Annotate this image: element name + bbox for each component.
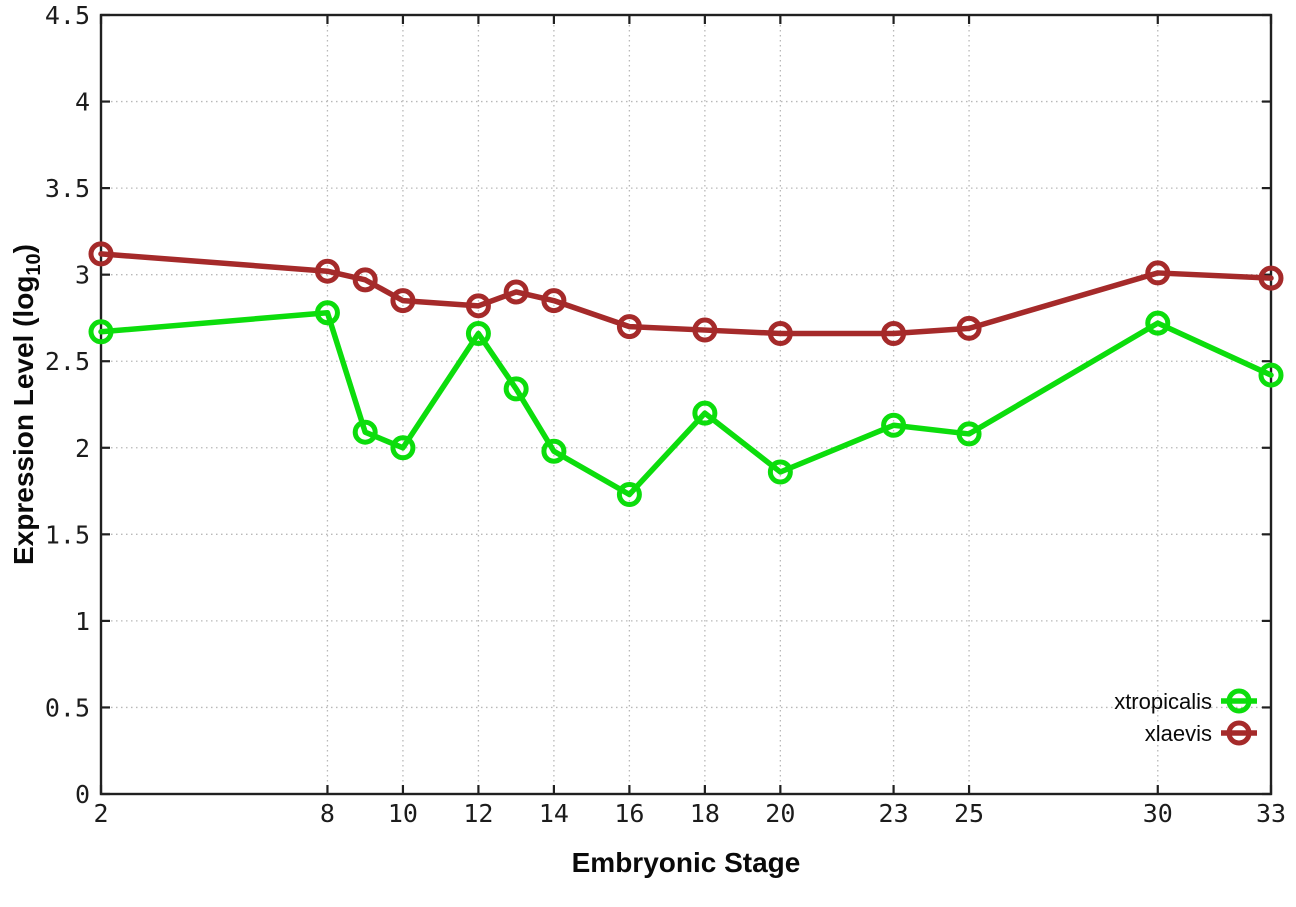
data-point-xtropicalis-14 bbox=[541, 438, 567, 464]
tick-labels: 0 0.5 1 1.5 2 2.5 3 3.5 4 4.5 2 8 10 12 14 16 18 20 23 25 30… bbox=[45, 1, 1286, 828]
series-line-xtropicalis bbox=[98, 310, 1274, 498]
x-tick-label: 8 bbox=[320, 799, 335, 828]
legend-label-xtropicalis: xtropicalis bbox=[1114, 689, 1212, 714]
y-tick-label: 1 bbox=[75, 607, 90, 636]
gridlines bbox=[101, 15, 1271, 794]
y-tick-label: 0.5 bbox=[45, 693, 90, 722]
y-axis-title: Expression Level (log10) bbox=[8, 244, 45, 565]
x-tick-label: 14 bbox=[539, 799, 569, 828]
y-tick-label: 0 bbox=[75, 780, 90, 809]
data-series bbox=[88, 241, 1284, 508]
data-point-xlaevis-12 bbox=[465, 293, 491, 319]
data-point-xlaevis-33 bbox=[1258, 265, 1284, 291]
data-point-xtropicalis-2 bbox=[88, 319, 114, 345]
data-point-xtropicalis-30 bbox=[1145, 310, 1171, 336]
data-point-xtropicalis-25 bbox=[956, 421, 982, 447]
data-point-xlaevis-2 bbox=[88, 241, 114, 267]
legend-marker-xlaevis bbox=[1226, 720, 1252, 746]
x-tick-label: 2 bbox=[93, 799, 108, 828]
data-point-xtropicalis-13 bbox=[503, 376, 529, 402]
series-line-xlaevis bbox=[98, 251, 1274, 337]
legend-marker-xtropicalis bbox=[1226, 688, 1252, 714]
x-tick-label: 30 bbox=[1143, 799, 1173, 828]
data-point-xtropicalis-33 bbox=[1258, 362, 1284, 388]
legend: xtropicalis xlaevis bbox=[1114, 688, 1257, 746]
plot-border bbox=[99, 13, 1273, 796]
y-tick-label: 3.5 bbox=[45, 174, 90, 203]
x-tick-label: 20 bbox=[765, 799, 795, 828]
data-point-xlaevis-18 bbox=[692, 317, 718, 343]
data-point-xlaevis-9 bbox=[352, 267, 378, 293]
y-tick-label: 2 bbox=[75, 434, 90, 463]
x-axis-title: Embryonic Stage bbox=[572, 847, 801, 878]
data-point-xlaevis-8 bbox=[314, 258, 340, 284]
y-tick-label: 2.5 bbox=[45, 347, 90, 376]
data-point-xtropicalis-8 bbox=[314, 300, 340, 326]
data-point-xlaevis-20 bbox=[767, 321, 793, 347]
data-point-xlaevis-30 bbox=[1145, 260, 1171, 286]
x-tick-label: 18 bbox=[690, 799, 720, 828]
x-tick-label: 12 bbox=[463, 799, 493, 828]
y-tick-label: 4 bbox=[75, 88, 90, 117]
data-point-xtropicalis-18 bbox=[692, 400, 718, 426]
data-point-xtropicalis-16 bbox=[616, 482, 642, 508]
data-point-xtropicalis-9 bbox=[352, 419, 378, 445]
data-point-xtropicalis-20 bbox=[767, 459, 793, 485]
data-point-xlaevis-25 bbox=[956, 315, 982, 341]
data-point-xtropicalis-10 bbox=[390, 435, 416, 461]
data-point-xlaevis-16 bbox=[616, 314, 642, 340]
data-point-xtropicalis-23 bbox=[881, 412, 907, 438]
data-point-xlaevis-10 bbox=[390, 288, 416, 314]
x-tick-label: 33 bbox=[1256, 799, 1286, 828]
x-tick-label: 23 bbox=[879, 799, 909, 828]
axes-border bbox=[99, 13, 1273, 796]
y-tick-label: 1.5 bbox=[45, 520, 90, 549]
y-tick-label: 3 bbox=[75, 261, 90, 290]
data-point-xtropicalis-12 bbox=[465, 321, 491, 347]
legend-label-xlaevis: xlaevis bbox=[1145, 721, 1212, 746]
data-point-xlaevis-13 bbox=[503, 279, 529, 305]
data-point-xlaevis-23 bbox=[881, 321, 907, 347]
x-tick-label: 25 bbox=[954, 799, 984, 828]
data-point-xlaevis-14 bbox=[541, 288, 567, 314]
x-tick-label: 10 bbox=[388, 799, 418, 828]
x-tick-label: 16 bbox=[614, 799, 644, 828]
y-tick-label: 4.5 bbox=[45, 1, 90, 30]
